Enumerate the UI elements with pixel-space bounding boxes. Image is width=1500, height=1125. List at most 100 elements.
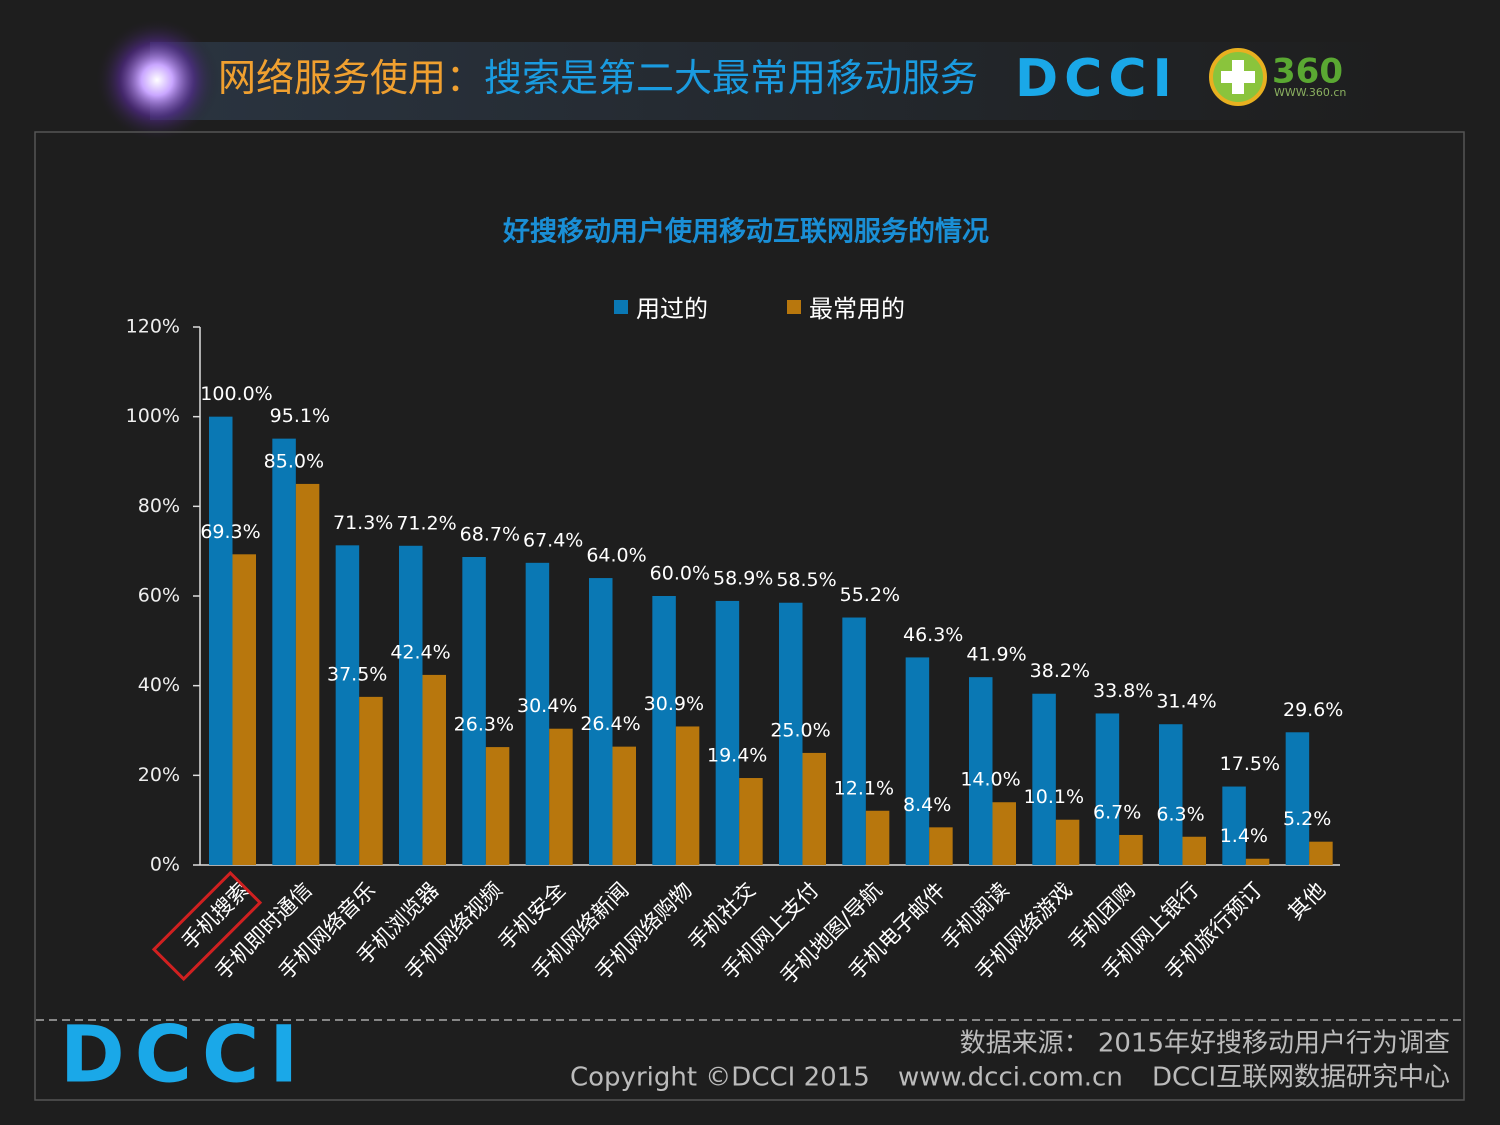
bar (1119, 834, 1143, 865)
header-band (150, 42, 1400, 120)
bar (969, 677, 993, 865)
bar (399, 545, 423, 865)
value-label: 29.6% (1283, 699, 1343, 721)
bar (525, 562, 550, 865)
value-label: 26.4% (580, 713, 640, 735)
value-label: 17.5% (1220, 753, 1280, 775)
bar (612, 746, 636, 865)
footer-org: DCCI互联网数据研究中心 (1152, 1063, 1450, 1093)
frame (34, 131, 1465, 1101)
bar (335, 545, 360, 865)
y-tick-label: 40% (138, 674, 180, 696)
value-label: 71.3% (333, 512, 393, 534)
value-label: 26.3% (454, 714, 514, 736)
value-label: 38.2% (1030, 660, 1090, 682)
value-label: 100.0% (200, 383, 272, 405)
bar (295, 483, 320, 865)
value-label: 58.5% (776, 569, 836, 591)
y-tick-label: 20% (138, 764, 180, 786)
bar (359, 696, 383, 865)
bar (865, 810, 890, 865)
bar (652, 596, 676, 865)
bar (929, 827, 953, 865)
legend-swatch (787, 300, 801, 314)
value-label: 30.4% (517, 695, 577, 717)
value-label: 85.0% (264, 450, 324, 472)
value-label: 42.4% (390, 641, 450, 663)
bar (1285, 732, 1310, 865)
partner-plus (1221, 60, 1255, 94)
footer-url: www.dcci.com.cn (898, 1063, 1123, 1093)
value-label: 19.4% (707, 745, 767, 767)
bar (1159, 724, 1183, 865)
value-label: 71.2% (396, 512, 456, 534)
header-title: 网络服务使用：搜索是第二大最常用移动服务 (218, 56, 978, 100)
legend-swatch (614, 300, 628, 314)
value-label: 6.3% (1156, 803, 1204, 825)
value-label: 10.1% (1024, 786, 1084, 808)
value-label: 95.1% (270, 405, 330, 427)
bar (209, 416, 233, 865)
highlight-box (151, 870, 263, 982)
value-label: 46.3% (903, 624, 963, 646)
value-label: 68.7% (460, 523, 520, 545)
bar (1182, 836, 1206, 865)
y-tick-label: 80% (138, 495, 180, 517)
value-label: 12.1% (834, 777, 894, 799)
value-label: 6.7% (1093, 801, 1141, 823)
value-label: 25.0% (770, 719, 830, 741)
footer-logo: DCCI (60, 1010, 308, 1100)
footer-copyright: Copyright ©DCCI 2015 (570, 1063, 870, 1093)
footer-source: 数据来源： 2015年好搜移动用户行为调查 (960, 1029, 1450, 1059)
bar (1055, 819, 1080, 865)
value-label: 37.5% (327, 663, 387, 685)
bar (715, 600, 740, 865)
partner-url: WWW.360.cn (1274, 86, 1346, 99)
legend-label: 最常用的 (809, 295, 905, 323)
y-tick-label: 0% (150, 854, 180, 876)
chart-title: 好搜移动用户使用移动互联网服务的情况 (502, 216, 989, 248)
partner-logo: 360 (1272, 52, 1343, 92)
value-label: 69.3% (200, 521, 260, 543)
header-title-lead: 网络服务使用： (218, 56, 484, 100)
y-tick-label: 100% (126, 405, 180, 427)
bar (842, 617, 866, 865)
value-label: 31.4% (1156, 691, 1216, 713)
bar (589, 578, 613, 865)
y-tick-label: 60% (138, 585, 180, 607)
bar (1222, 786, 1246, 865)
bar (739, 778, 763, 865)
value-label: 60.0% (650, 563, 710, 585)
bar (1309, 841, 1333, 865)
value-label: 33.8% (1093, 680, 1153, 702)
bar (462, 556, 486, 865)
header-glow (95, 18, 219, 142)
value-label: 14.0% (960, 769, 1020, 791)
value-label: 1.4% (1220, 825, 1268, 847)
value-label: 55.2% (840, 584, 900, 606)
bar (992, 802, 1016, 865)
value-label: 64.0% (586, 545, 646, 567)
value-label: 5.2% (1283, 808, 1331, 830)
header-title-main: 搜索是第二大最常用移动服务 (484, 56, 978, 100)
bar (232, 554, 256, 865)
bar (272, 438, 296, 865)
header-logo: DCCI (1015, 49, 1178, 109)
y-tick-label: 120% (126, 316, 180, 338)
bar (675, 726, 700, 865)
bar (1032, 693, 1056, 865)
bar (1095, 713, 1120, 865)
value-label: 8.4% (903, 794, 951, 816)
value-label: 30.9% (644, 693, 704, 715)
bar (422, 674, 446, 865)
bar (905, 657, 930, 865)
value-label: 67.4% (523, 529, 583, 551)
bar (485, 747, 510, 865)
bar (779, 602, 803, 865)
value-label: 58.9% (713, 567, 773, 589)
value-label: 41.9% (966, 644, 1026, 666)
bar (1245, 858, 1270, 865)
bar (549, 728, 573, 865)
bar (802, 752, 826, 865)
